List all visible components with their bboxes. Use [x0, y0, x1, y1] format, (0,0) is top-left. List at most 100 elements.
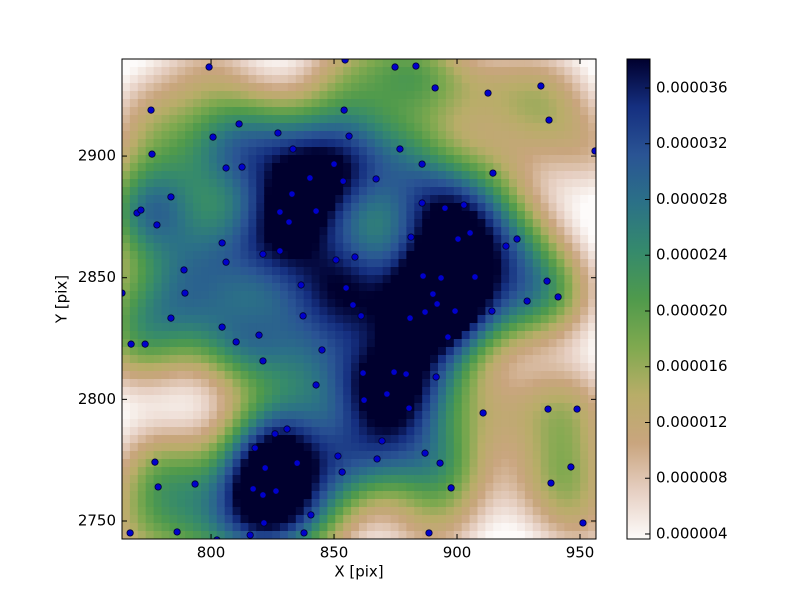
density-cell — [335, 139, 344, 148]
density-cell — [137, 115, 147, 124]
density-cell — [272, 115, 281, 124]
density-cell — [390, 195, 400, 204]
density-cell — [477, 523, 486, 532]
density-cell — [169, 467, 178, 476]
density-cell — [445, 475, 455, 484]
density-cell — [201, 515, 210, 524]
density-cell — [177, 107, 186, 116]
x-tick-label: 900 — [443, 544, 472, 562]
density-cell — [295, 235, 305, 244]
density-cell — [153, 355, 163, 364]
density-cell — [216, 59, 226, 68]
data-point — [218, 323, 226, 331]
density-cell — [390, 507, 400, 516]
density-cell — [256, 451, 265, 460]
data-point — [573, 405, 581, 413]
density-cell — [319, 99, 328, 108]
density-cell — [366, 91, 376, 100]
density-cell — [295, 243, 305, 252]
density-cell — [532, 307, 542, 316]
density-cell — [366, 427, 376, 436]
density-cell — [303, 275, 313, 284]
density-cell — [406, 307, 415, 316]
density-cell — [224, 515, 234, 524]
density-cell — [201, 99, 210, 108]
density-cell — [438, 147, 447, 156]
density-cell — [232, 139, 242, 148]
density-cell — [185, 467, 194, 476]
density-cell — [256, 427, 265, 436]
density-cell — [295, 227, 305, 236]
density-cell — [564, 419, 573, 428]
density-cell — [469, 451, 479, 460]
density-cell — [438, 91, 447, 100]
density-cell — [390, 451, 400, 460]
density-cell — [548, 435, 558, 444]
density-cell — [295, 219, 305, 228]
density-cell — [382, 267, 392, 276]
density-cell — [374, 243, 384, 252]
density-cell — [493, 195, 502, 204]
density-cell — [208, 139, 218, 148]
density-cell — [137, 507, 147, 516]
density-cell — [572, 307, 581, 316]
data-point — [299, 312, 307, 320]
density-cell — [485, 259, 494, 268]
density-cell — [398, 83, 407, 92]
density-cell — [169, 219, 178, 228]
density-cell — [359, 179, 368, 188]
density-cell — [153, 403, 163, 412]
density-cell — [122, 115, 131, 124]
density-cell — [359, 115, 368, 124]
density-cell — [572, 531, 581, 539]
density-cell — [366, 267, 376, 276]
density-cell — [145, 427, 155, 436]
density-cell — [422, 187, 431, 196]
density-cell — [169, 251, 178, 260]
density-cell — [406, 475, 415, 484]
density-cell — [161, 339, 170, 348]
density-cell — [280, 467, 289, 476]
density-cell — [548, 147, 558, 156]
density-cell — [501, 147, 510, 156]
data-point — [460, 201, 468, 209]
density-cell — [177, 411, 186, 420]
density-cell — [264, 211, 273, 220]
density-cell — [153, 507, 163, 516]
density-cell — [438, 139, 447, 148]
density-cell — [469, 363, 479, 372]
density-cell — [493, 491, 502, 500]
density-cell — [224, 187, 234, 196]
density-cell — [517, 443, 526, 452]
density-cell — [532, 515, 542, 524]
density-cell — [193, 299, 202, 308]
density-cell — [390, 411, 400, 420]
density-cell — [248, 387, 257, 396]
density-cell — [224, 75, 234, 84]
density-cell — [406, 491, 415, 500]
density-cell — [517, 99, 526, 108]
density-cell — [374, 155, 384, 164]
density-cell — [398, 323, 407, 332]
density-cell — [359, 163, 368, 172]
density-cell — [366, 403, 376, 412]
density-cell — [548, 179, 558, 188]
density-cell — [129, 411, 139, 420]
density-cell — [430, 219, 439, 228]
density-cell — [453, 299, 463, 308]
density-cell — [445, 235, 455, 244]
density-cell — [169, 291, 178, 300]
density-cell — [501, 371, 510, 380]
density-cell — [216, 203, 226, 212]
density-cell — [122, 443, 131, 452]
density-cell — [517, 387, 526, 396]
density-cell — [145, 499, 155, 508]
density-cell — [430, 499, 439, 508]
density-cell — [414, 155, 423, 164]
density-cell — [177, 115, 186, 124]
density-cell — [232, 459, 242, 468]
density-cell — [366, 331, 376, 340]
density-cell — [548, 139, 558, 148]
density-cell — [469, 315, 479, 324]
density-cell — [374, 211, 384, 220]
